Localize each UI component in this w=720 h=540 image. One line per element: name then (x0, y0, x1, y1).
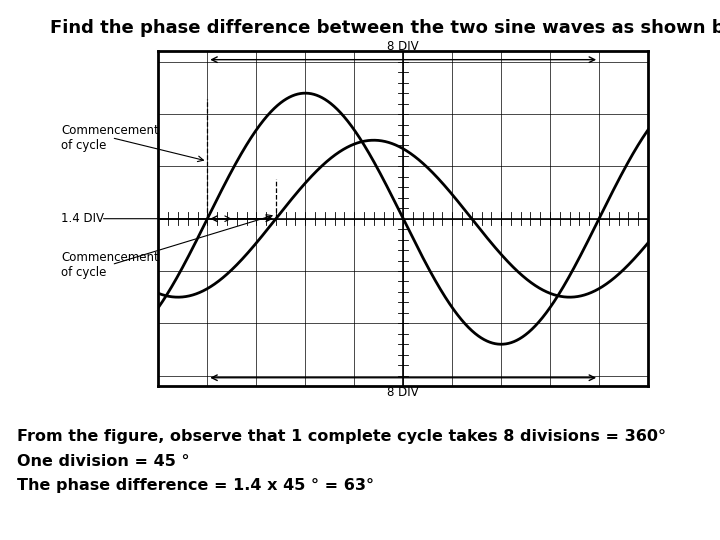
Text: 8 DIV: 8 DIV (387, 386, 419, 399)
Text: 1.4 DIV: 1.4 DIV (61, 212, 104, 225)
Text: Find the phase difference between the two sine waves as shown below.: Find the phase difference between the tw… (50, 19, 720, 37)
Text: 8 DIV: 8 DIV (387, 40, 419, 53)
Text: Commencement
of cycle: Commencement of cycle (61, 124, 159, 152)
Text: From the figure, observe that 1 complete cycle takes 8 divisions = 360°
One divi: From the figure, observe that 1 complete… (17, 429, 666, 494)
Text: Commencement
of cycle: Commencement of cycle (61, 251, 159, 279)
